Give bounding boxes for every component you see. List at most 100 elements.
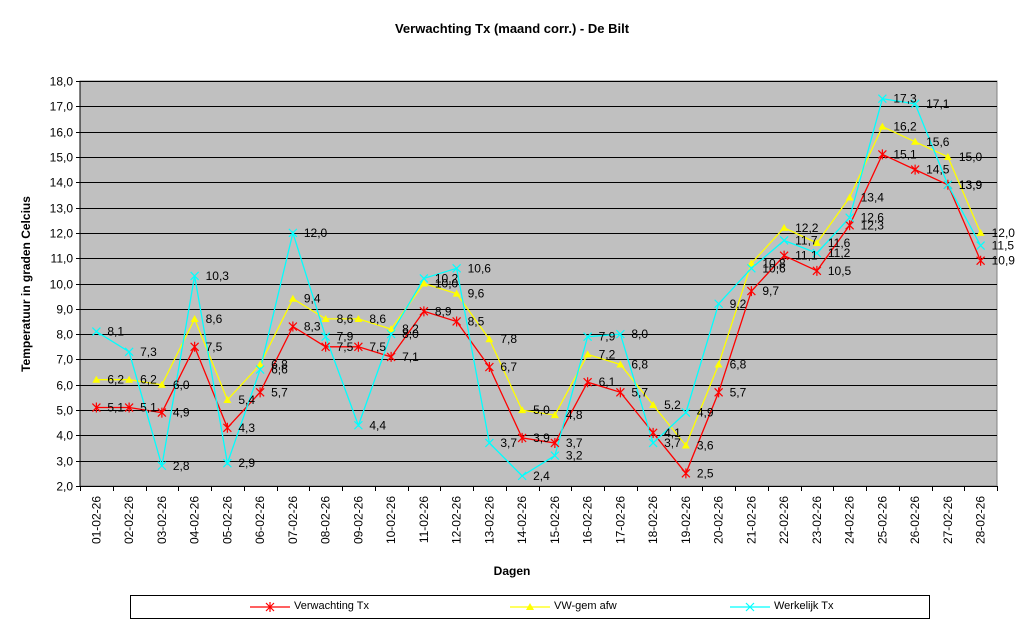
x-tick-label: 17-02-26 [613,496,627,544]
data-point [714,299,724,309]
data-point [649,401,658,408]
data-point [452,263,462,273]
data-label: 4,9 [173,406,190,420]
x-tick-label: 11-02-26 [417,496,431,543]
data-label: 15,0 [959,150,983,164]
data-point [452,316,462,327]
data-point [419,279,428,287]
data-point [845,220,855,231]
data-point [485,335,494,343]
data-point [157,380,166,388]
data-label: 6,6 [271,363,288,377]
x-tick-label: 01-02-26 [89,496,103,544]
data-label: 11,7 [795,233,818,247]
data-point [812,248,822,258]
data-label: 15,6 [926,135,950,149]
data-label: 6,2 [107,373,124,387]
data-label: 5,4 [238,393,255,407]
data-label: 6,8 [730,358,747,372]
data-label: 10,5 [828,264,852,278]
y-tick-label: 5,0 [56,404,73,418]
x-tick-label: 08-02-26 [319,496,333,544]
x-tick-label: 19-02-26 [679,496,693,544]
data-point [386,329,396,339]
x-tick-label: 28-02-26 [974,496,988,544]
data-point [321,314,330,322]
data-label: 11,5 [992,239,1015,253]
data-point [976,255,986,266]
y-tick-label: 8,0 [56,328,73,342]
data-label: 13,4 [861,190,885,204]
data-label: 9,7 [762,284,779,298]
data-label: 12,2 [795,221,819,235]
legend-label: VW-gem afw [554,600,617,612]
data-point [222,422,232,433]
data-point [877,149,887,160]
data-point [681,441,690,449]
data-label: 7,5 [337,340,354,354]
data-point [746,286,756,297]
x-tick-label: 12-02-26 [450,496,464,544]
data-point [223,395,232,403]
data-point [976,228,985,236]
data-point [878,122,887,130]
data-label: 7,2 [599,347,616,361]
data-label: 10,6 [468,261,492,275]
data-label: 13,9 [959,178,983,192]
x-tick-label: 15-02-26 [548,496,562,544]
data-label: 8,2 [402,322,419,336]
data-label: 10,6 [762,261,786,275]
data-point [812,239,821,246]
x-tick-label: 21-02-26 [744,496,758,544]
data-point [518,406,527,414]
x-tick-label: 05-02-26 [220,496,234,544]
y-tick-label: 15,0 [50,151,74,165]
data-label: 16,2 [893,120,917,134]
y-tick-label: 13,0 [50,202,74,216]
data-label: 5,7 [631,385,648,399]
legend-label: Verwachting Tx [294,600,370,612]
data-label: 11,1 [795,249,818,263]
data-point [616,360,625,368]
data-label: 6,2 [140,373,157,387]
y-tick-label: 12,0 [50,227,74,241]
data-point [484,362,494,373]
series-line [96,125,982,447]
x-tick-label: 03-02-26 [155,496,169,544]
data-point [91,402,101,413]
data-label: 17,1 [926,97,950,111]
series-line [96,153,982,475]
data-point [190,271,200,281]
data-point [714,360,723,368]
data-point [780,223,789,231]
x-tick-label: 24-02-26 [843,496,857,544]
data-label: 12,0 [992,226,1016,240]
data-label: 6,8 [631,358,648,372]
x-tick-label: 04-02-26 [188,496,202,544]
data-point [910,99,920,109]
data-label: 2,4 [533,469,550,483]
data-point [615,387,625,398]
data-label: 2,8 [173,459,190,473]
data-label: 9,4 [304,292,321,306]
x-tick-label: 09-02-26 [351,496,365,544]
data-point [583,350,592,358]
data-label: 10,0 [435,277,459,291]
data-point [845,193,854,201]
data-label: 8,6 [206,312,223,326]
data-label: 12,3 [861,218,885,232]
x-tick-label: 26-02-26 [908,496,922,544]
data-point [419,274,429,283]
data-point [583,332,593,342]
data-point [779,236,789,245]
data-label: 8,3 [304,320,321,334]
data-label: 4,3 [238,421,255,435]
x-tick-label: 27-02-26 [941,496,955,544]
x-tick-label: 14-02-26 [515,496,529,544]
data-point [943,152,952,160]
data-label: 10,2 [435,271,459,285]
chart-title: Verwachting Tx (maand corr.) - De Bilt [394,21,630,36]
data-label: 12,6 [861,211,885,225]
data-label: 10,3 [206,269,230,283]
legend-marker [745,602,755,612]
